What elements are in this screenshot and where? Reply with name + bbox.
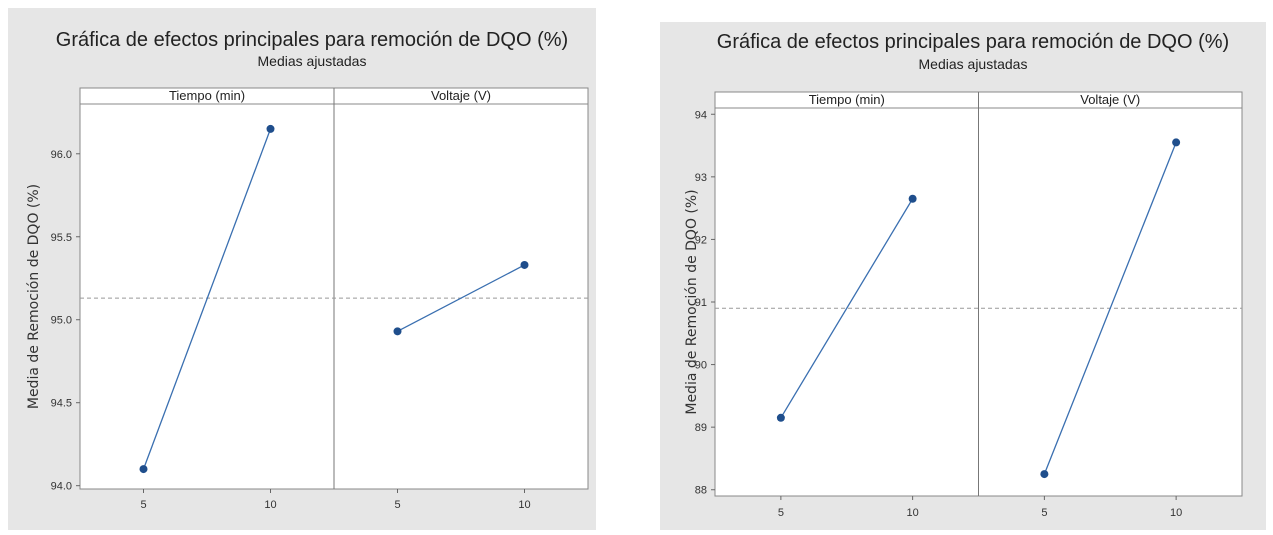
- series-line: [780, 198, 914, 419]
- data-point: [393, 327, 402, 336]
- y-tick-label: 93: [695, 172, 707, 184]
- y-tick-label: 88: [695, 485, 707, 497]
- y-tick-label: 92: [695, 234, 707, 246]
- chart-title: Gráfica de efectos principales para remo…: [717, 31, 1229, 53]
- data-point: [908, 194, 917, 203]
- y-tick-label: 94.5: [51, 398, 72, 410]
- x-tick-label: 5: [1041, 507, 1047, 519]
- x-tick-label: 10: [1170, 507, 1182, 519]
- chart-panel-left: Gráfica de efectos principales para remo…: [8, 8, 596, 530]
- x-tick-label: 5: [140, 499, 146, 511]
- chart-subtitle: Medias ajustadas: [919, 56, 1028, 72]
- facet-label: Tiempo (min): [809, 92, 885, 107]
- y-tick-label: 89: [695, 422, 707, 434]
- x-tick-label: 10: [518, 499, 530, 511]
- series-line: [1043, 142, 1177, 475]
- y-axis-label: Media de Remoción de DQO (%): [684, 189, 700, 414]
- main-effects-chart-right: Gráfica de efectos principales para remo…: [684, 31, 1243, 519]
- y-tick-label: 95.5: [51, 232, 72, 244]
- data-point: [520, 260, 529, 269]
- x-tick-label: 5: [778, 507, 784, 519]
- series-line: [142, 128, 272, 470]
- data-point: [1040, 470, 1049, 479]
- facet-label: Voltaje (V): [1080, 92, 1140, 107]
- x-tick-label: 5: [394, 499, 400, 511]
- chart-panel-right: Gráfica de efectos principales para remo…: [660, 22, 1266, 530]
- data-point: [776, 413, 785, 422]
- y-tick-label: 94: [695, 109, 707, 121]
- main-effects-chart-left: Gráfica de efectos principales para remo…: [26, 29, 589, 511]
- series-line: [397, 264, 525, 332]
- y-tick-label: 94.0: [51, 481, 72, 493]
- x-tick-label: 10: [907, 507, 919, 519]
- y-tick-label: 90: [695, 360, 707, 372]
- y-tick-label: 95.0: [51, 315, 72, 327]
- facet-label: Voltaje (V): [431, 88, 491, 103]
- chart-title: Gráfica de efectos principales para remo…: [56, 29, 568, 51]
- x-tick-label: 10: [264, 499, 276, 511]
- y-axis-label: Media de Remoción de DQO (%): [26, 184, 42, 409]
- data-point: [139, 465, 148, 474]
- y-tick-label: 96.0: [51, 149, 72, 161]
- data-point: [266, 124, 275, 133]
- data-point: [1172, 138, 1181, 147]
- facet-label: Tiempo (min): [169, 88, 245, 103]
- chart-subtitle: Medias ajustadas: [258, 53, 367, 69]
- y-tick-label: 91: [695, 297, 707, 309]
